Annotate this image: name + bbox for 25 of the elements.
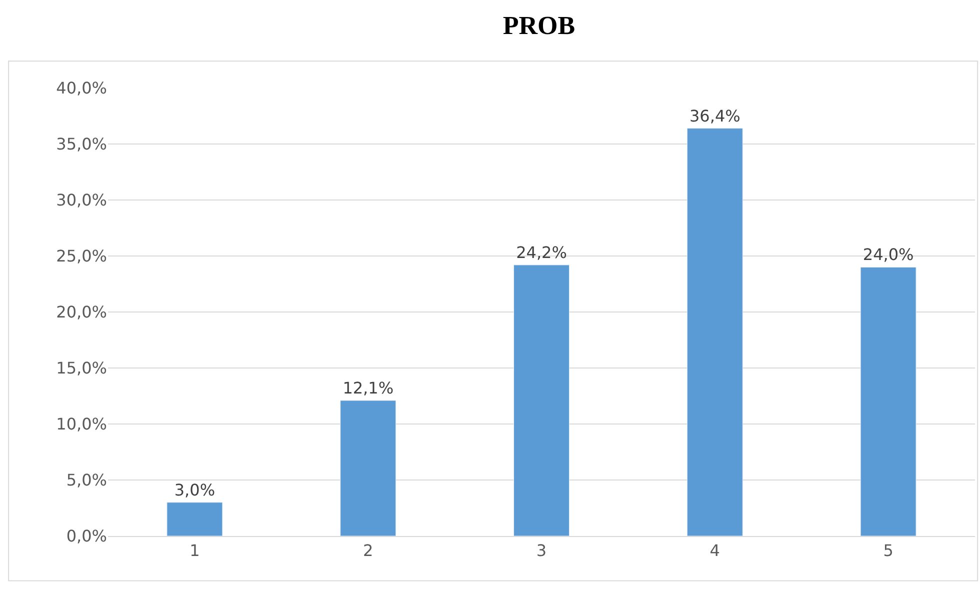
y-tick-label: 10,0% [56, 414, 107, 434]
bar [514, 264, 570, 536]
data-label: 24,0% [862, 245, 914, 264]
x-tick-label: 2 [363, 541, 374, 560]
chart-title: PROB [502, 11, 576, 40]
data-label: 12,1% [342, 378, 394, 398]
data-label: 3,0% [174, 480, 216, 500]
bar [340, 400, 396, 536]
x-tick-label: 4 [710, 541, 720, 560]
x-tick-label: 5 [883, 541, 894, 560]
y-tick-label: 5,0% [66, 470, 107, 490]
bar [860, 266, 916, 536]
bar [166, 502, 223, 536]
y-tick-label: 25,0% [56, 246, 107, 266]
y-tick-label: 20,0% [56, 302, 107, 322]
y-tick-label: 0,0% [66, 526, 107, 546]
y-tick-label: 15,0% [56, 358, 107, 378]
data-label: 36,4% [689, 106, 740, 126]
y-tick-label: 40,0% [56, 78, 107, 98]
x-tick-label: 3 [536, 541, 547, 560]
y-tick-label: 30,0% [56, 190, 107, 210]
y-tick-label: 35,0% [56, 134, 107, 154]
data-label: 24,2% [516, 242, 567, 262]
x-tick-label: 1 [190, 541, 200, 560]
bar [686, 128, 743, 536]
